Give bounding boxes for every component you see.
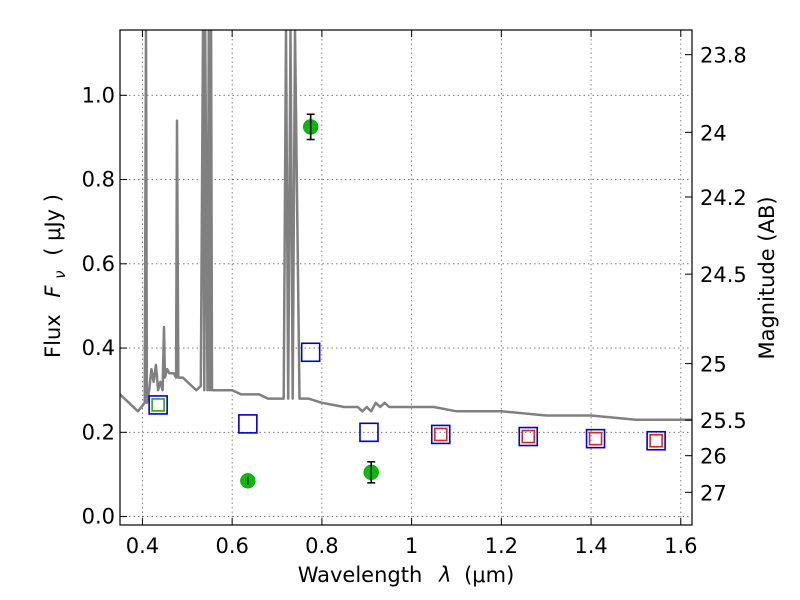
series-layer bbox=[120, 30, 692, 489]
x-axis-label-prefix: Wavelength bbox=[298, 563, 423, 587]
y2-tick-label: 25.5 bbox=[700, 409, 747, 433]
y2-tick-label: 24 bbox=[700, 121, 727, 145]
x-tick-label: 1 bbox=[405, 534, 418, 558]
y-tick-label: 0.6 bbox=[82, 252, 115, 276]
model-inner-square-marker bbox=[521, 429, 536, 444]
y-tick-label: 0.0 bbox=[82, 505, 115, 529]
x-tick-label: 0.4 bbox=[126, 534, 159, 558]
model-square-marker bbox=[300, 342, 321, 363]
x-axis-label: Wavelength λ (μm) bbox=[298, 563, 515, 587]
y2-tick-label: 24.5 bbox=[700, 263, 747, 287]
model-square-marker bbox=[646, 430, 666, 451]
model-inner-square-marker bbox=[588, 431, 603, 446]
y-axis-label-symbol: F bbox=[41, 285, 65, 298]
y-axis-label-prefix: Flux bbox=[41, 314, 65, 358]
model-inner-square-marker bbox=[151, 398, 165, 412]
y-axis-label-subscript: ν bbox=[51, 270, 69, 278]
y2-tick-label: 26 bbox=[700, 445, 727, 469]
x-axis-label-units: (μm) bbox=[464, 563, 514, 587]
y-tick-label: 0.8 bbox=[82, 168, 115, 192]
model-square-marker bbox=[238, 414, 258, 434]
y2-tick-label: 23.8 bbox=[700, 44, 747, 68]
model-inner-square-marker bbox=[433, 427, 448, 442]
y-axis-label-units: ( μJy ) bbox=[41, 194, 65, 256]
y-tick-label: 0.2 bbox=[82, 420, 115, 444]
y-tick-label: 0.4 bbox=[82, 336, 115, 360]
y2-axis-label: Magnitude (AB) bbox=[755, 196, 779, 359]
y-axis-label: Flux F ν ( μJy ) bbox=[41, 194, 70, 358]
spectrum-line bbox=[120, 30, 692, 421]
x-tick-label: 1.4 bbox=[574, 534, 607, 558]
x-tick-label: 1.2 bbox=[485, 534, 518, 558]
model-square-marker bbox=[430, 424, 451, 445]
plot-frame bbox=[119, 29, 693, 526]
model-square-marker bbox=[359, 422, 379, 443]
y2-tick-label: 27 bbox=[700, 481, 727, 505]
y2-tick-label: 25 bbox=[700, 353, 727, 377]
ticks-layer: 0.4 0.6 0.8 1 1.2 1.4 1.6 0.0 0.2 0.4 0.6 0.8 1.0 23.… bbox=[82, 30, 747, 558]
y2-tick-label: 24.2 bbox=[700, 186, 747, 210]
model-inner-square-marker bbox=[649, 433, 663, 448]
x-axis-label-symbol: λ bbox=[438, 563, 451, 587]
x-tick-label: 1.6 bbox=[664, 534, 697, 558]
y-tick-label: 1.0 bbox=[82, 83, 115, 107]
model-square-marker bbox=[148, 395, 168, 415]
model-square-marker bbox=[585, 428, 606, 449]
x-tick-label: 0.6 bbox=[215, 534, 248, 558]
model-square-marker bbox=[518, 426, 539, 447]
grid-layer bbox=[120, 30, 692, 525]
x-tick-label: 0.8 bbox=[305, 534, 338, 558]
